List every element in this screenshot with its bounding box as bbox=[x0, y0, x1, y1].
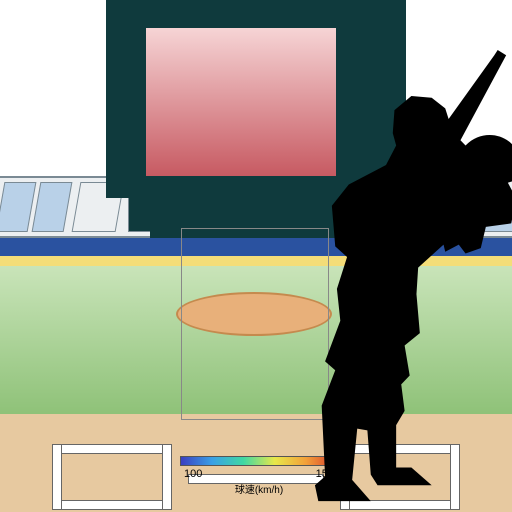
batter-box-line bbox=[340, 500, 460, 510]
batter-box-line bbox=[162, 444, 172, 510]
scoreboard-screen bbox=[146, 28, 336, 176]
legend-tick-max: 150 bbox=[316, 468, 334, 480]
strike-zone-box bbox=[181, 228, 329, 420]
legend-label: 球速(km/h) bbox=[180, 481, 338, 496]
batter-box-line bbox=[340, 444, 350, 510]
speed-legend: 100 150 球速(km/h) bbox=[180, 456, 338, 496]
batter-box-line bbox=[340, 444, 460, 454]
batter-box-line bbox=[450, 444, 460, 510]
legend-tick-min: 100 bbox=[184, 468, 202, 480]
batter-box-line bbox=[52, 444, 62, 510]
pitch-chart-canvas: { "canvas": { "w": 512, "h": 512, "bg": … bbox=[0, 0, 512, 512]
batter-box-line bbox=[52, 500, 172, 510]
speed-colorbar bbox=[180, 456, 338, 466]
batter-box-line bbox=[52, 444, 172, 454]
